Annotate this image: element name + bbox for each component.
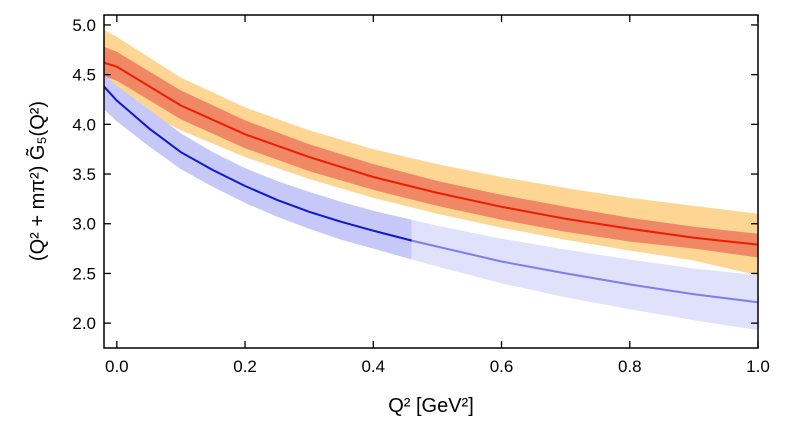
y-tick-label: 3.0 <box>72 215 96 234</box>
x-tick-label: 0.0 <box>105 357 129 376</box>
x-tick-label: 0.6 <box>490 357 514 376</box>
bands-layer <box>104 29 758 331</box>
x-tick-label: 1.0 <box>746 357 770 376</box>
blue-line-extrapolated <box>411 239 758 304</box>
y-tick-label: 2.5 <box>72 264 96 283</box>
x-tick-label: 0.4 <box>361 357 385 376</box>
blue-band-extrapolated <box>411 219 758 331</box>
lines-layer <box>104 61 758 304</box>
blue-band <box>104 74 412 260</box>
y-tick-label: 3.5 <box>72 165 96 184</box>
y-tick-label: 5.0 <box>72 16 96 35</box>
y-tick-label: 2.0 <box>72 314 96 333</box>
ticks-layer: 0.0 0.2 0.4 0.6 0.8 1.0 2.0 2.5 3.0 3.5 4.0 4.5 5.0 <box>72 15 770 376</box>
red-band <box>104 46 758 258</box>
y-axis-label: (Q² + mπ²) G̃₅(Q²) <box>26 101 49 261</box>
y-tick-label: 4.5 <box>72 66 96 85</box>
x-tick-label: 0.2 <box>233 357 257 376</box>
x-tick-label: 0.8 <box>618 357 642 376</box>
plot-frame <box>103 14 759 349</box>
red-line <box>104 61 758 246</box>
blue-line <box>104 85 413 242</box>
y-tick-label: 4.0 <box>72 115 96 134</box>
x-axis-label: Q² [GeV²] <box>388 395 474 417</box>
